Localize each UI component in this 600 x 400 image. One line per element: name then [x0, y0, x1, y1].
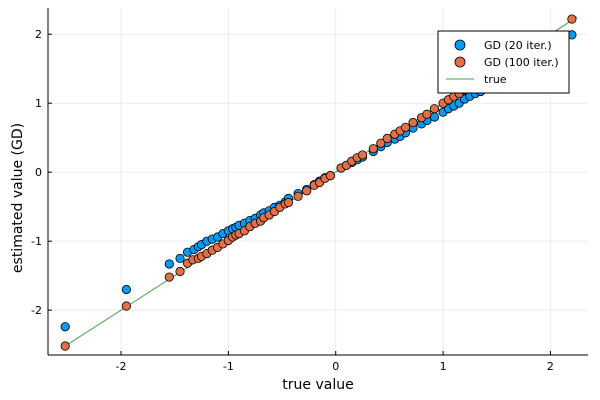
series-2-point: [283, 197, 294, 208]
y-axis-label: estimated value (GD): [10, 123, 26, 273]
legend-marker: [454, 39, 466, 51]
legend-label: GD (20 iter.): [484, 39, 552, 52]
series-2-point: [408, 117, 418, 128]
y-tick-label: 1: [35, 97, 42, 110]
series-2-point: [121, 301, 131, 311]
x-tick-label: 1: [440, 360, 447, 373]
y-tick-label: -2: [31, 304, 42, 317]
series-2-point: [325, 171, 335, 181]
x-tick-label: 2: [547, 360, 554, 373]
series-2-point: [382, 133, 392, 143]
legend-marker: [454, 56, 466, 68]
x-axis-label: true value: [282, 377, 353, 393]
series-1-point: [60, 322, 70, 332]
series-2-point: [422, 109, 432, 119]
y-tick-label: -1: [31, 235, 42, 248]
series-2-point: [429, 104, 440, 114]
series-1-point: [121, 284, 131, 295]
series-2-point: [60, 341, 70, 351]
series-2-point: [400, 122, 411, 132]
axes: -2 -1 0 1 2 -2 -1 0 1 2: [31, 8, 588, 373]
y-tick-label: 0: [35, 166, 42, 179]
series-2-point: [567, 14, 577, 24]
x-tick-label: -2: [116, 360, 127, 373]
series-2-point: [164, 272, 174, 282]
series-2-point: [376, 138, 386, 148]
y-tick-label: 2: [35, 28, 42, 41]
series-2-point: [293, 191, 303, 201]
x-tick-label: 0: [332, 360, 339, 373]
series-1-point: [164, 259, 174, 269]
legend-label: true: [484, 73, 507, 86]
legend: GD (20 iter.) GD (100 iter.) true: [437, 30, 570, 94]
series-2-point: [175, 266, 185, 277]
x-tick-label: -1: [223, 360, 234, 373]
series-2-point: [368, 144, 378, 154]
series-2-point: [302, 186, 312, 196]
series-2-point: [357, 150, 368, 160]
series-1-point: [175, 253, 185, 264]
legend-label: GD (100 iter.): [484, 56, 559, 69]
